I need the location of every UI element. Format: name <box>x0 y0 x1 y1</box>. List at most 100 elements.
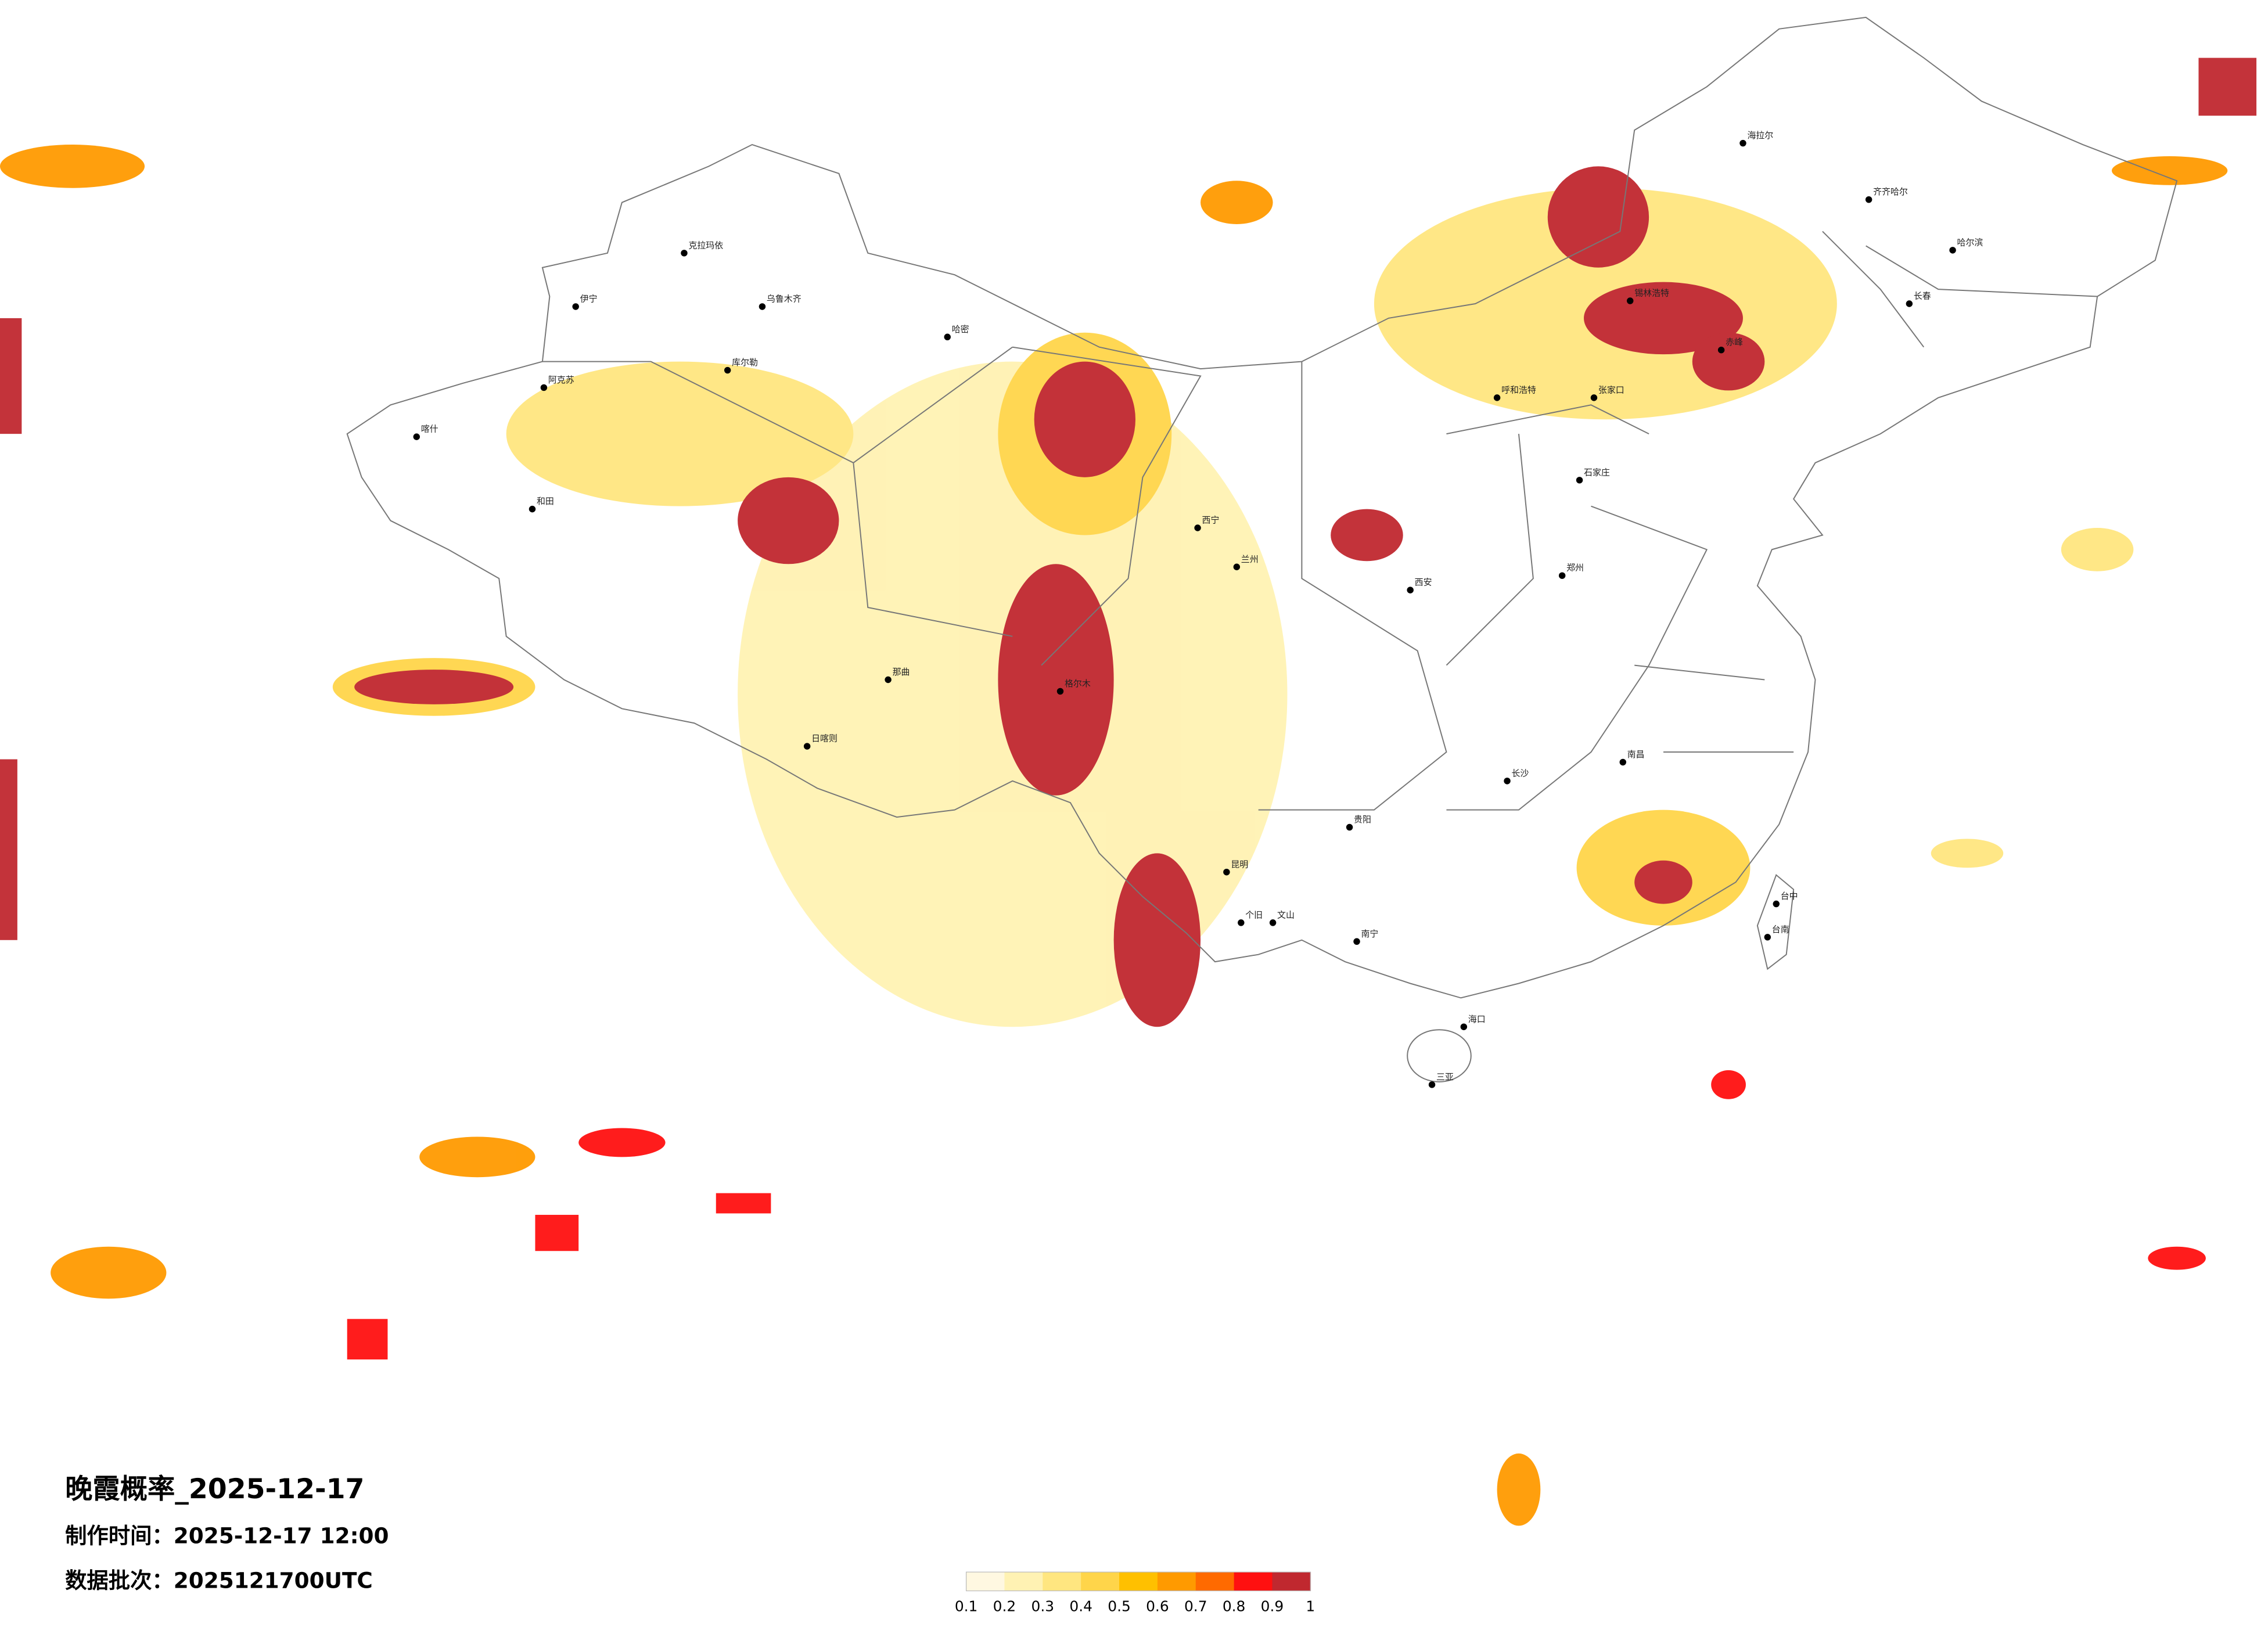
city-dot <box>944 333 951 341</box>
colorbar-tick-label: 0.2 <box>993 1598 1016 1614</box>
city-label: 克拉玛依 <box>688 240 723 250</box>
city-label: 兰州 <box>1241 554 1259 564</box>
city-dot <box>1504 778 1511 785</box>
taiwan <box>1756 874 1795 970</box>
colorbar-swatch <box>1119 1572 1158 1591</box>
blob <box>1547 166 1649 268</box>
city-label: 文山 <box>1277 909 1295 920</box>
city-dot <box>724 366 731 374</box>
city-label: 乌鲁木齐 <box>767 294 801 304</box>
city-dot <box>1223 869 1230 876</box>
colorbar-tick-label: 0.8 <box>1223 1598 1246 1614</box>
blob <box>354 670 514 704</box>
blob <box>506 361 854 506</box>
city-dot <box>413 433 420 440</box>
city-label: 海拉尔 <box>1747 130 1773 141</box>
colorbar-swatch <box>1043 1572 1081 1591</box>
city-label: 日喀则 <box>811 733 838 744</box>
blob <box>1692 332 1765 391</box>
city-dot <box>1576 477 1583 484</box>
colorbar-tick-label: 0.9 <box>1261 1598 1284 1614</box>
city-dot <box>759 303 766 310</box>
city-dot <box>1353 938 1360 945</box>
cities: 克拉玛依 伊宁 乌鲁木齐 库尔勒 阿克苏 喀什 和田 哈密 那曲 日喀则 格尔木… <box>413 130 1983 1088</box>
blob <box>0 318 22 434</box>
city-dot <box>1056 688 1064 695</box>
city-dot <box>1346 823 1353 831</box>
city-label: 哈密 <box>952 324 969 334</box>
probability-field <box>0 57 2257 1526</box>
city-dot <box>1619 758 1626 766</box>
blob <box>0 759 17 940</box>
city-label: 郑州 <box>1566 563 1584 573</box>
city-label: 贵阳 <box>1354 814 1371 825</box>
blob <box>716 1193 771 1214</box>
hainan <box>1407 1029 1472 1082</box>
blob <box>1711 1070 1746 1099</box>
city-dot <box>1717 346 1725 354</box>
city-label: 南昌 <box>1627 749 1645 760</box>
colorbar-swatch <box>966 1572 1005 1591</box>
city-dot <box>1194 524 1201 531</box>
city-label: 三亚 <box>1436 1071 1454 1082</box>
blob <box>1201 181 1273 225</box>
blob <box>738 477 839 564</box>
city-dot <box>1233 563 1241 570</box>
city-label: 和田 <box>537 496 554 506</box>
city-dot <box>1739 139 1746 147</box>
blob <box>998 564 1114 796</box>
city-dot <box>1407 587 1414 593</box>
blob <box>1113 853 1201 1027</box>
city-dot <box>1460 1023 1468 1030</box>
city-label: 石家庄 <box>1584 467 1610 477</box>
city-dot <box>1493 394 1501 401</box>
city-label: 长沙 <box>1512 768 1529 778</box>
colorbar-swatch <box>1004 1572 1044 1591</box>
city-label: 南宁 <box>1361 929 1378 939</box>
colorbar-tick-label: 0.3 <box>1031 1598 1055 1614</box>
city-dot <box>681 250 688 257</box>
country-outline <box>346 16 2178 999</box>
city-label: 海口 <box>1468 1014 1486 1024</box>
city-dot <box>1764 934 1771 941</box>
city-label: 锡林浩特 <box>1634 288 1669 298</box>
blob <box>1497 1453 1541 1526</box>
city-label: 西宁 <box>1202 515 1220 526</box>
city-label: 那曲 <box>893 667 910 677</box>
city-label: 台南 <box>1772 924 1789 934</box>
city-dot <box>1865 196 1872 203</box>
city-dot <box>1428 1081 1436 1088</box>
city-label: 台中 <box>1781 891 1798 901</box>
blob <box>347 1319 388 1360</box>
colorbar-tick-label: 0.5 <box>1108 1598 1131 1614</box>
blob <box>1584 282 1743 355</box>
blob <box>1634 860 1692 904</box>
city-label: 阿克苏 <box>548 375 574 385</box>
colorbar-tick-label: 0.4 <box>1069 1598 1092 1614</box>
city-dot <box>885 676 892 684</box>
city-label: 喀什 <box>421 424 438 434</box>
colorbar-tick-label: 0.7 <box>1184 1598 1207 1614</box>
blob <box>1931 839 2004 868</box>
city-dot <box>1949 247 1956 254</box>
city-dot <box>1626 297 1634 304</box>
city-label: 库尔勒 <box>732 357 758 368</box>
boundaries <box>346 16 2178 1082</box>
blob <box>2198 57 2257 116</box>
city-label: 赤峰 <box>1726 337 1743 347</box>
city-label: 呼和浩特 <box>1501 384 1536 395</box>
city-dot <box>572 303 579 310</box>
city-dot <box>1269 919 1277 926</box>
blob <box>2148 1246 2206 1270</box>
blob <box>0 145 145 188</box>
blob <box>2061 528 2134 571</box>
city-dot <box>803 743 811 750</box>
colorbar-swatch <box>1157 1572 1196 1591</box>
colorbar-swatch <box>1234 1572 1273 1591</box>
city-label: 格尔木 <box>1065 678 1091 689</box>
city-label: 伊宁 <box>580 294 598 304</box>
city-dot <box>540 384 548 391</box>
colorbar-tick-label: 0.6 <box>1146 1598 1169 1614</box>
city-dot <box>529 505 536 513</box>
